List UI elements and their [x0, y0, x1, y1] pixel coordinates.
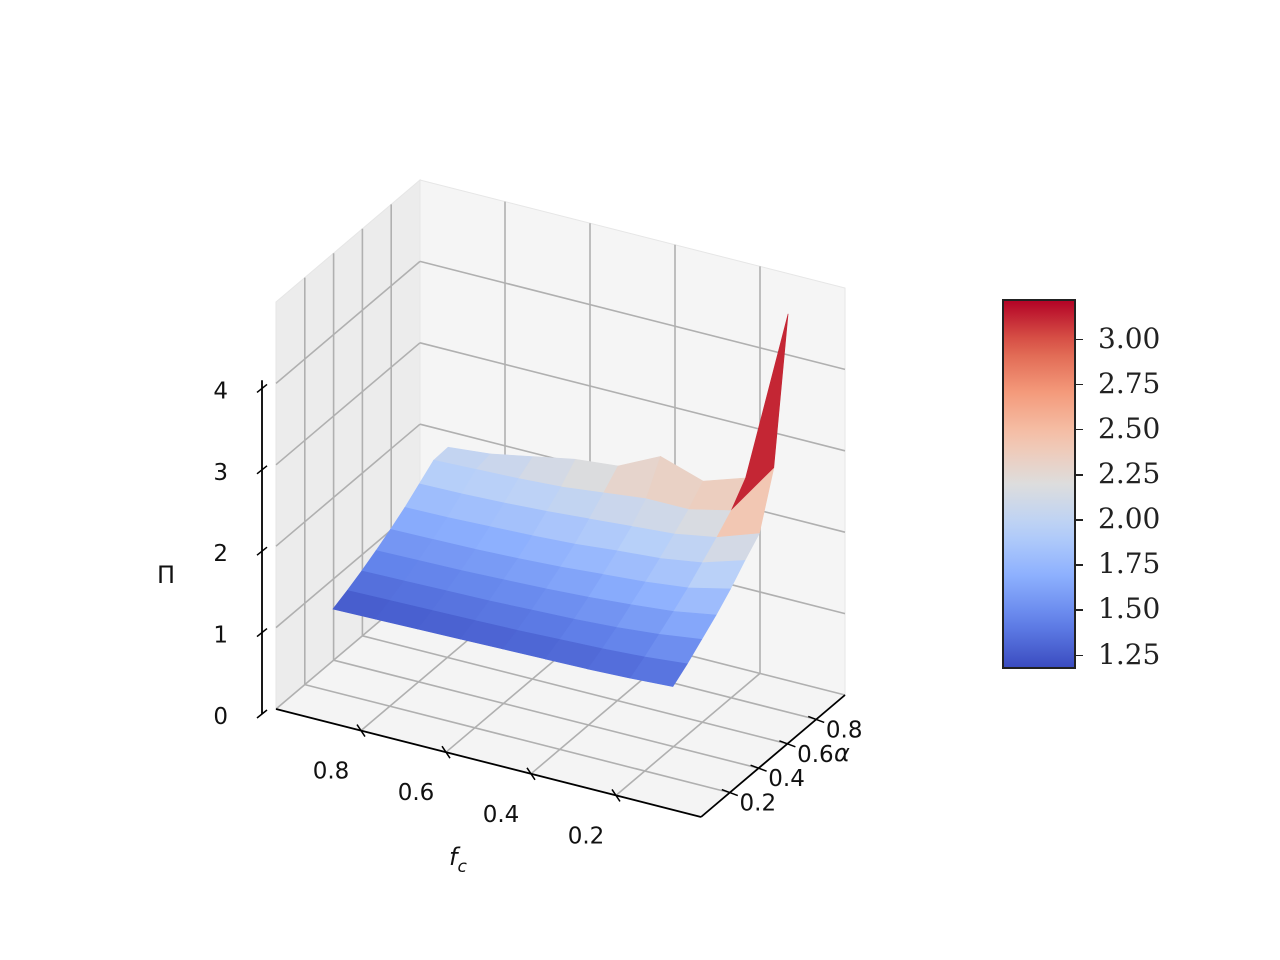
colorbar-tick-label: 2.00: [1098, 502, 1161, 536]
surface-face: [629, 656, 688, 687]
colorbar-tick-label: 3.00: [1098, 321, 1161, 355]
colorbar-tick-label: 2.75: [1098, 366, 1161, 400]
left-grid-z: [275, 260, 421, 385]
z-tick-label: 0: [213, 704, 228, 730]
colorbar-tick: [1076, 383, 1083, 386]
z-tick: [256, 546, 268, 556]
colorbar-tick: [1076, 428, 1083, 431]
x-tick-label: 0.6: [398, 780, 435, 806]
z-axis-title: Π: [157, 561, 175, 589]
colorbar-tick-label: 1.75: [1098, 547, 1161, 581]
y-tick: [721, 788, 739, 797]
z-tick-label: 1: [213, 623, 228, 649]
y-tick-label: 0.4: [768, 766, 805, 792]
colorbar-tick-label: 1.25: [1098, 637, 1161, 671]
y-tick: [750, 764, 767, 772]
floor-grid-y: [304, 683, 730, 794]
colorbar-tick-label: 2.50: [1098, 411, 1161, 445]
colorbar-tick: [1076, 654, 1083, 657]
colorbar-tick: [1076, 519, 1083, 521]
y-tick: [807, 715, 825, 724]
surface-mesh: [332, 313, 789, 687]
y-tick-label: 0.6: [797, 742, 834, 768]
y-axis-title: α: [834, 739, 850, 767]
colorbar-tick: [1076, 474, 1083, 476]
z-tick: [256, 628, 268, 638]
colorbar-tick-label: 2.25: [1098, 457, 1161, 491]
x-tick: [356, 724, 366, 738]
floor-grid-y: [333, 659, 759, 769]
left-grid-z: [275, 423, 421, 547]
colorbar: 1.25 1.50 1.75 2.00 2.25 2.50 2.75 3.00: [1002, 299, 1160, 669]
y-tick-label: 0.8: [826, 717, 863, 743]
x-axis-title: fc: [449, 843, 467, 877]
x-tick-label: 0.2: [568, 823, 605, 849]
x-axis-line: [275, 708, 702, 818]
floor-grid-x: [615, 672, 761, 797]
colorbar-tick-label: 1.50: [1098, 592, 1161, 626]
back-grid-z: [419, 260, 846, 371]
y-tick-label: 0.2: [740, 791, 777, 817]
x-tick-label: 0.8: [313, 759, 350, 785]
colorbar-gradient: [1002, 299, 1076, 669]
y-axis-line: [700, 694, 846, 818]
z-tick: [256, 383, 268, 393]
colorbar-tick: [1076, 338, 1083, 341]
colorbar-tick: [1076, 609, 1083, 611]
z-tick-label: 4: [213, 378, 228, 404]
x-tick: [611, 788, 621, 802]
z-tick: [256, 465, 268, 475]
z-tick-label: 3: [213, 460, 228, 486]
z-tick-label: 2: [213, 541, 228, 567]
floor-grid-y: [362, 635, 788, 745]
x-tick: [526, 767, 536, 781]
axis-lines: [261, 380, 846, 818]
left-grid-z: [275, 342, 421, 466]
z-tick: [256, 709, 268, 719]
x-tick: [441, 745, 451, 759]
x-tick-label: 0.4: [483, 802, 520, 828]
y-tick: [779, 740, 796, 748]
colorbar-tick: [1076, 564, 1083, 566]
x-axis-title-subscript: c: [457, 857, 467, 877]
